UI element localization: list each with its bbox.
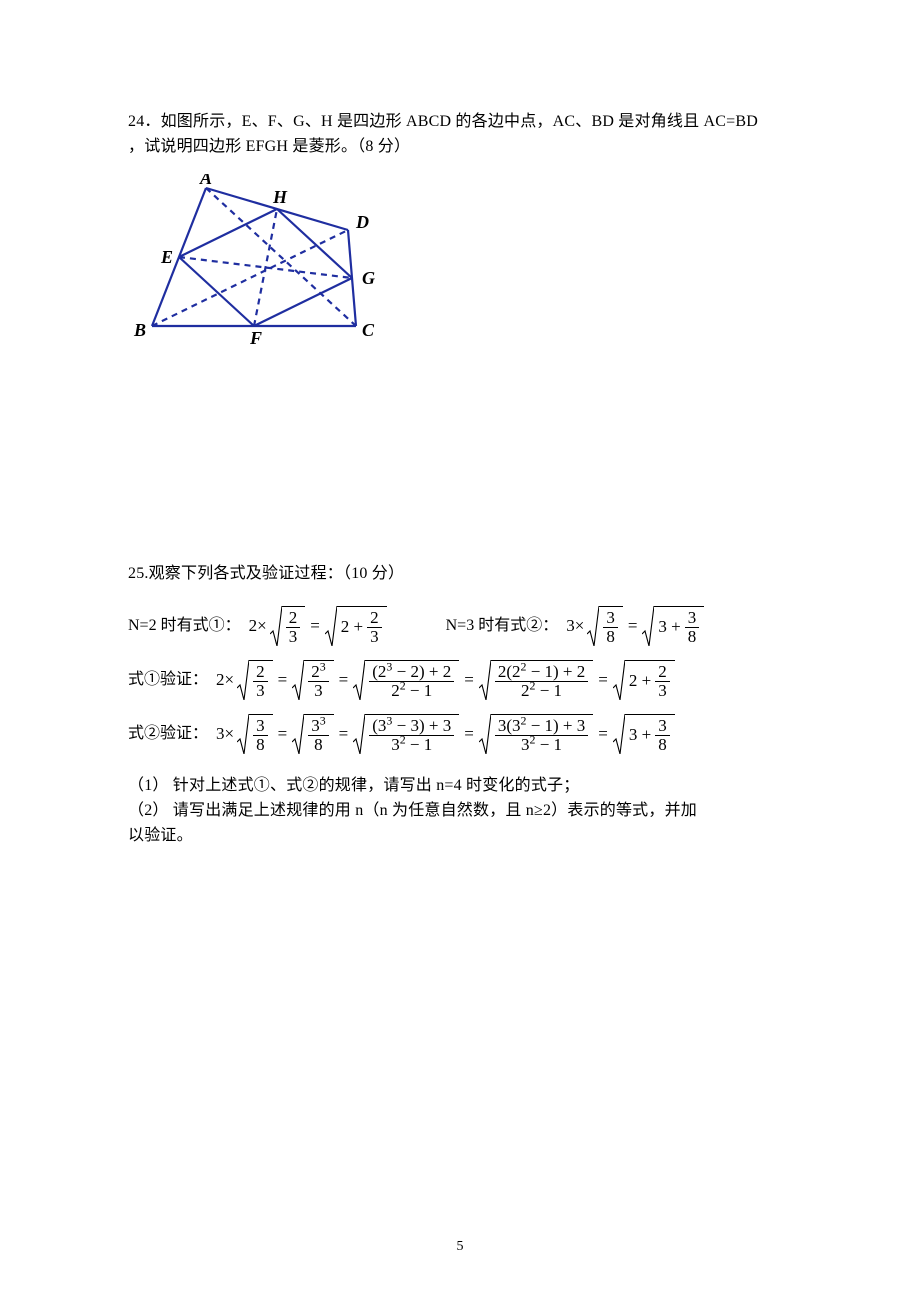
v2-lead: 式②验证： (128, 722, 208, 755)
n3-lead: N=3 时有式②： (446, 614, 559, 647)
svg-text:C: C (362, 320, 375, 340)
svg-text:G: G (362, 268, 375, 288)
svg-text:H: H (272, 187, 288, 207)
eq-v2: 3× 38 = 338 = (33 − 3) + 332 − 1 = 3(32 … (214, 714, 676, 754)
q24-line1: 24．如图所示，E、F、G、H 是四边形 ABCD 的各边中点，AC、BD 是对… (128, 110, 792, 135)
q25-equations: N=2 时有式①： 2× 23 = 2 +23 N=3 时有式②： 3× 38 … (128, 606, 792, 754)
svg-text:D: D (355, 212, 369, 232)
v1-lead: 式①验证： (128, 668, 208, 701)
svg-text:F: F (249, 328, 262, 344)
eq-v1: 2× 23 = 233 = (23 − 2) + 222 − 1 = 2(22 … (214, 660, 676, 700)
page-number: 5 (0, 1236, 920, 1258)
eq-n2: 2× 23 = 2 +23 (247, 606, 388, 646)
svg-text:B: B (133, 320, 146, 340)
svg-text:E: E (160, 247, 173, 267)
q24-diagram: A B C D E F G H (132, 174, 392, 344)
q25-sub2b: 以验证。 (128, 824, 792, 849)
eq-n3: 3× 38 = 3 +38 (564, 606, 705, 646)
q25-title: 25.观察下列各式及验证过程：（10 分） (128, 562, 792, 587)
svg-text:A: A (199, 174, 212, 188)
q24-line2: ，试说明四边形 EFGH 是菱形。（8 分） (128, 135, 792, 160)
n2-lead: N=2 时有式①： (128, 614, 241, 647)
q25-sub1: （1） 针对上述式①、式②的规律，请写出 n=4 时变化的式子； (128, 774, 792, 799)
q25-sub2a: （2） 请写出满足上述规律的用 n（n 为任意自然数，且 n≥2）表示的等式，并… (128, 799, 792, 824)
